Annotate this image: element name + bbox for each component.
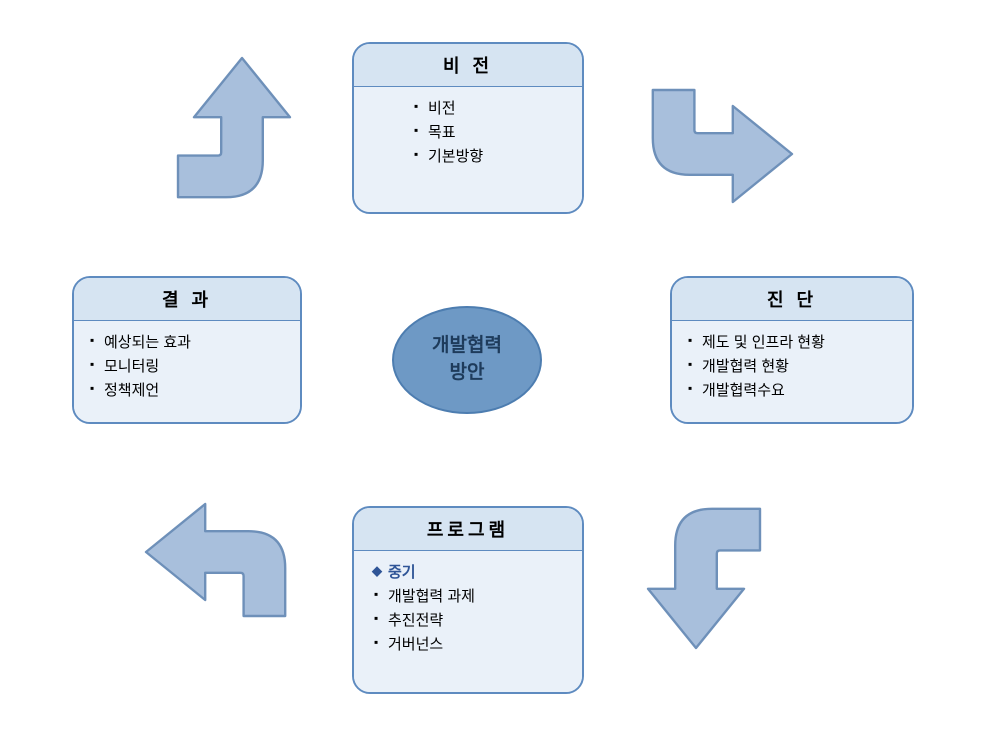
node-diagnosis-title: 진 단 [672,278,912,321]
node-item: 목표 [414,121,566,145]
node-item: 개발협력 과제 [374,585,566,609]
node-vision-body: 비전목표기본방향 [354,87,582,212]
center-label-line1: 개발협력 [432,333,502,360]
node-diagnosis: 진 단 제도 및 인프라 현황개발협력 현황개발협력수요 [670,276,914,424]
node-program: 프로그램 중기개발협력 과제추진전략거버넌스 [352,506,584,694]
arrow-bottom-left [138,496,298,656]
node-result: 결 과 예상되는 효과모니터링정책제언 [72,276,302,424]
center-ellipse: 개발협력 방안 [392,306,542,414]
arrow-bottom-right [640,496,800,656]
node-item: 정책제언 [90,379,284,403]
arrow-top-left [138,50,298,210]
node-diagnosis-body: 제도 및 인프라 현황개발협력 현황개발협력수요 [672,321,912,422]
node-vision-title: 비 전 [354,44,582,87]
cycle-diagram: 개발협력 방안 비 전 비전목표기본방향 진 단 제도 및 인프라 현황개발협력… [0,0,1004,734]
node-item: 예상되는 효과 [90,331,284,355]
node-result-body: 예상되는 효과모니터링정책제언 [74,321,300,422]
node-vision: 비 전 비전목표기본방향 [352,42,584,214]
node-item: 거버넌스 [374,633,566,657]
arrow-top-right [640,50,800,210]
node-item: 중기 [374,561,566,585]
node-result-title: 결 과 [74,278,300,321]
node-program-body: 중기개발협력 과제추진전략거버넌스 [354,551,582,692]
node-program-title: 프로그램 [354,508,582,551]
node-item: 개발협력 현황 [688,355,896,379]
node-item: 추진전략 [374,609,566,633]
node-item: 개발협력수요 [688,379,896,403]
node-item: 제도 및 인프라 현황 [688,331,896,355]
center-label-line2: 방안 [450,360,485,387]
node-item: 모니터링 [90,355,284,379]
node-item: 비전 [414,97,566,121]
node-item: 기본방향 [414,145,566,169]
